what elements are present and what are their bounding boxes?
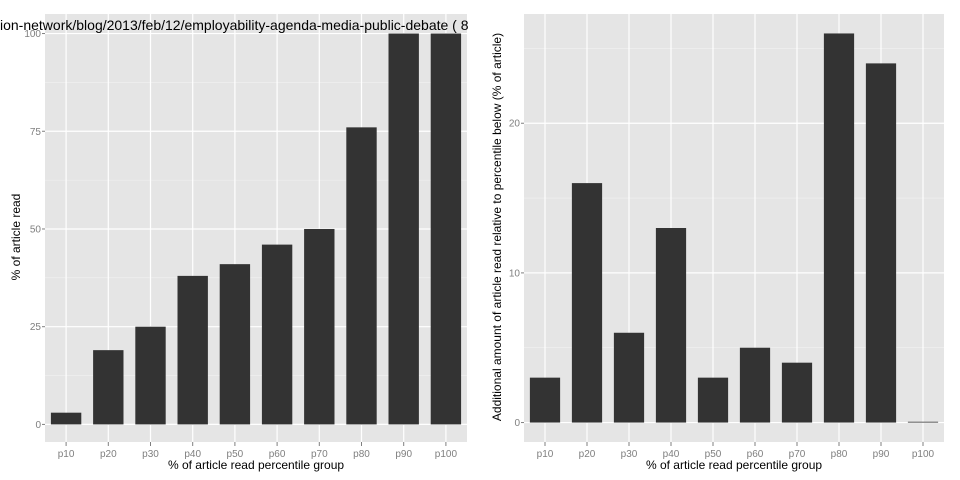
bar-p20 <box>93 350 124 425</box>
x-tick-label: p20 <box>100 449 117 460</box>
x-tick-label: p30 <box>621 449 638 460</box>
bar-p10 <box>50 412 82 425</box>
bar-p80 <box>346 127 377 425</box>
x-tick-labels-right: p10 p20 p30 p40 p50 p60 p70 p80 p90 p100 <box>537 442 935 460</box>
x-tick-label: p10 <box>58 449 75 460</box>
bar-p50 <box>219 264 251 425</box>
x-tick-label: p50 <box>227 449 244 460</box>
x-tick-label: p40 <box>184 449 201 460</box>
bar-p90 <box>865 63 897 423</box>
x-tick-label: p80 <box>831 449 848 460</box>
y-tick-label: 100 <box>24 29 41 40</box>
y-axis-title-left: % of article read <box>9 194 23 281</box>
x-tick-label: p90 <box>395 449 412 460</box>
x-tick-label: p50 <box>705 449 722 460</box>
bar-p10 <box>529 377 561 423</box>
x-tick-label: p100 <box>912 449 935 460</box>
x-tick-label: p70 <box>311 449 328 460</box>
bar-p20 <box>571 183 603 423</box>
y-tick-label: 25 <box>30 322 42 333</box>
chart-title-left: ion-network/blog/2013/feb/12/employabili… <box>0 17 469 33</box>
bar-p80 <box>823 33 855 423</box>
x-tick-label: p60 <box>747 449 764 460</box>
y-axis-title-right: Additional amount of article read relati… <box>490 33 504 421</box>
bar-p70 <box>781 362 813 423</box>
y-tick-labels-left: 0 25 50 75 100 <box>24 29 45 431</box>
x-tick-label: p70 <box>789 449 806 460</box>
y-tick-label: 75 <box>30 127 42 138</box>
y-tick-label: 20 <box>509 119 521 130</box>
x-tick-labels-left: p10 p20 p30 p40 p50 p60 p70 p80 p90 p100 <box>58 442 458 460</box>
x-tick-label: p60 <box>269 449 286 460</box>
x-tick-label: p40 <box>663 449 680 460</box>
x-axis-title-right: % of article read percentile group <box>646 458 822 472</box>
y-tick-label: 10 <box>509 268 521 279</box>
bar-p60 <box>261 244 293 425</box>
bars-left <box>50 33 462 425</box>
bars-right <box>529 33 939 423</box>
x-tick-label: p20 <box>579 449 596 460</box>
y-tick-label: 0 <box>35 420 41 431</box>
x-tick-label: p100 <box>435 449 458 460</box>
bar-p50 <box>697 377 729 423</box>
x-axis-title-left: % of article read percentile group <box>168 458 344 472</box>
bar-p90 <box>388 33 419 425</box>
x-tick-label: p30 <box>142 449 159 460</box>
bar-p30 <box>135 326 166 425</box>
bar-p100 <box>907 421 939 423</box>
bar-p40 <box>655 228 687 423</box>
y-tick-labels-right: 0 10 20 <box>509 119 524 429</box>
bar-p40 <box>177 275 208 425</box>
bar-p60 <box>739 347 771 423</box>
x-tick-label: p90 <box>873 449 890 460</box>
x-tick-label: p10 <box>537 449 554 460</box>
bar-p70 <box>304 228 335 425</box>
bar-p30 <box>613 332 645 423</box>
y-tick-label: 50 <box>30 224 42 235</box>
x-tick-label: p80 <box>353 449 370 460</box>
bar-p100 <box>430 33 462 425</box>
chart-right: 0 10 20 p10 p20 p30 p40 p50 p60 p70 p80 p90 p100 % … <box>490 14 944 472</box>
y-tick-label: 0 <box>514 418 520 429</box>
